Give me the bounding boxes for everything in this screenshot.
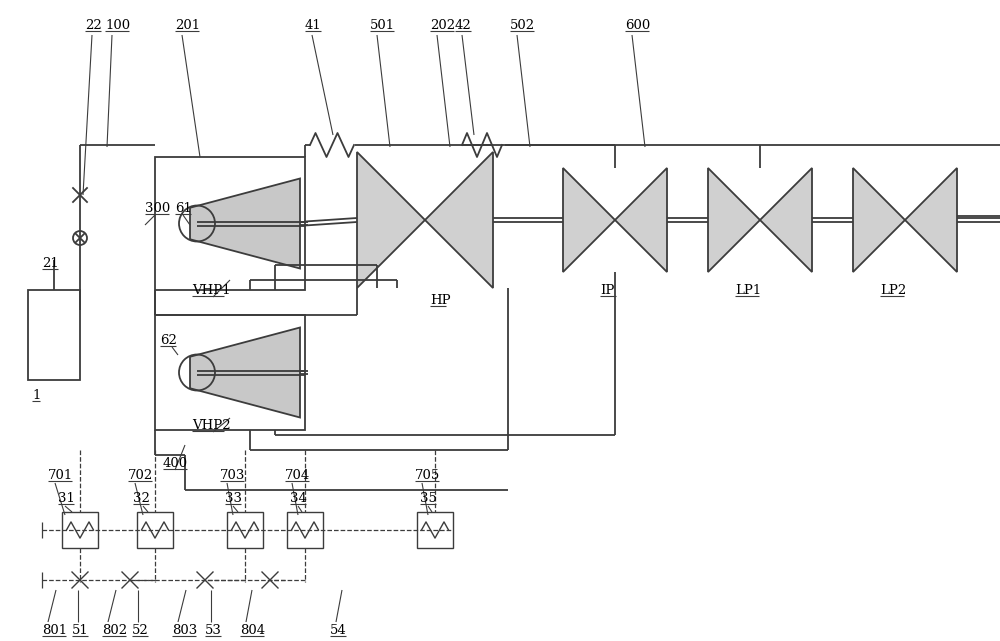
Text: 202: 202 xyxy=(430,19,455,31)
Text: 34: 34 xyxy=(290,492,307,504)
Text: 701: 701 xyxy=(48,469,73,481)
Polygon shape xyxy=(190,328,300,417)
Bar xyxy=(28,290,80,380)
Text: 502: 502 xyxy=(510,19,535,31)
Text: 501: 501 xyxy=(370,19,395,31)
Text: VHP1: VHP1 xyxy=(192,283,231,297)
Text: IP: IP xyxy=(600,283,614,297)
Text: HP: HP xyxy=(430,294,451,306)
Text: 705: 705 xyxy=(415,469,440,481)
Text: 31: 31 xyxy=(58,492,75,504)
Text: 803: 803 xyxy=(172,624,197,637)
Text: 704: 704 xyxy=(285,469,310,481)
Text: 801: 801 xyxy=(42,624,67,637)
Text: 35: 35 xyxy=(420,492,437,504)
Text: 1: 1 xyxy=(32,388,40,401)
Text: 804: 804 xyxy=(240,624,265,637)
Text: 702: 702 xyxy=(128,469,153,481)
Polygon shape xyxy=(357,152,425,288)
Text: 61: 61 xyxy=(175,201,192,215)
Text: 53: 53 xyxy=(205,624,222,637)
Bar xyxy=(155,157,305,290)
Text: LP2: LP2 xyxy=(880,283,906,297)
Text: 802: 802 xyxy=(102,624,127,637)
Text: 703: 703 xyxy=(220,469,245,481)
Text: 22: 22 xyxy=(85,19,102,31)
Text: 32: 32 xyxy=(133,492,150,504)
Text: 54: 54 xyxy=(330,624,347,637)
Polygon shape xyxy=(563,168,615,272)
Bar xyxy=(155,315,305,430)
Bar xyxy=(227,512,263,548)
Polygon shape xyxy=(853,168,905,272)
Text: 300: 300 xyxy=(145,201,170,215)
Polygon shape xyxy=(190,178,300,269)
Text: 41: 41 xyxy=(305,19,322,31)
Text: 62: 62 xyxy=(160,333,177,347)
Polygon shape xyxy=(905,168,957,272)
Text: LP1: LP1 xyxy=(735,283,761,297)
Text: VHP2: VHP2 xyxy=(192,419,231,431)
Polygon shape xyxy=(708,168,760,272)
Text: 400: 400 xyxy=(163,456,188,469)
Text: 600: 600 xyxy=(625,19,650,31)
Bar xyxy=(62,512,98,548)
Text: 201: 201 xyxy=(175,19,200,31)
Polygon shape xyxy=(615,168,667,272)
Text: 21: 21 xyxy=(42,256,59,269)
Bar xyxy=(137,512,173,548)
Text: 100: 100 xyxy=(105,19,130,31)
Text: 33: 33 xyxy=(225,492,242,504)
Bar xyxy=(417,512,453,548)
Bar xyxy=(287,512,323,548)
Text: 51: 51 xyxy=(72,624,89,637)
Text: 52: 52 xyxy=(132,624,149,637)
Text: 42: 42 xyxy=(455,19,472,31)
Polygon shape xyxy=(760,168,812,272)
Polygon shape xyxy=(425,152,493,288)
